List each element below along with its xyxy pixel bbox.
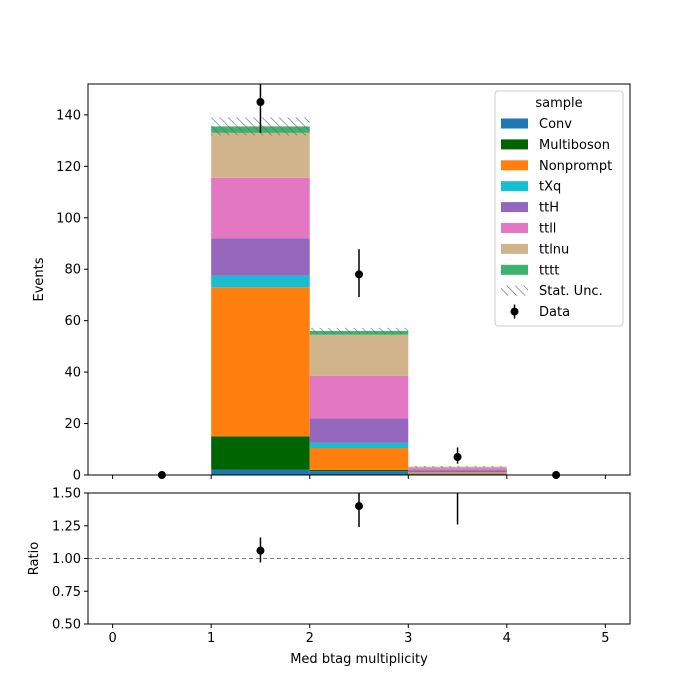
legend-swatch-tttt (501, 264, 528, 275)
ratio-points (256, 493, 459, 563)
ratio-y-tick-label-0: 0.50 (52, 618, 81, 633)
x-tick-label-0: 0 (108, 631, 116, 646)
main-x-ticks (112, 475, 606, 479)
legend-swatch-ttlnu (501, 243, 528, 254)
legend-title: sample (535, 96, 582, 111)
legend-label-txq: tXq (539, 180, 561, 195)
legend-label-multiboson: Multiboson (539, 138, 610, 153)
bar-tth-bin-1 (211, 238, 310, 276)
legend-label-conv: Conv (539, 117, 572, 132)
legend: sample Conv Multiboson Nonprompt tXq ttH ttll… (494, 90, 624, 327)
main-panel: 0 20 40 60 80 100 120 140 Events (32, 83, 631, 484)
legend-swatch-txq (501, 181, 528, 192)
legend-label-data: Data (539, 305, 570, 320)
main-y-tick-label-5: 100 (56, 211, 81, 226)
main-y-tick-label-4: 80 (64, 263, 81, 278)
bar-nonprompt-bin-3 (408, 472, 507, 474)
legend-label-tttt: tttt (539, 263, 559, 278)
ratio-y-tick-label-4: 1.50 (52, 487, 81, 502)
bar-conv-bin-2 (309, 471, 409, 475)
bar-conv-bin-1 (211, 469, 310, 475)
legend-swatch-ttll (501, 223, 528, 233)
bar-nonprompt-bin-2 (309, 447, 409, 470)
bar-ttlnu-bin-3 (408, 467, 507, 469)
legend-data-marker (510, 307, 519, 316)
main-y-tick-label-0: 0 (73, 469, 81, 484)
main-y-tick-label-6: 120 (56, 160, 81, 175)
main-y-tick-label-1: 20 (64, 417, 81, 432)
legend-swatch-tth (501, 202, 528, 213)
stat-unc-band-bin-2 (309, 327, 409, 335)
ratio-y-tick-label-3: 1.25 (52, 519, 81, 534)
stacked-bars (211, 126, 507, 475)
ratio-panel: 0.50 0.75 1.00 1.25 1.50 0 1 2 3 4 5 Ratio Med bt… (27, 487, 631, 667)
x-tick-label-3: 3 (404, 631, 412, 646)
bar-tth-bin-3 (408, 470, 507, 473)
main-y-axis: 0 20 40 60 80 100 120 140 (56, 108, 88, 484)
y-axis-label-events: Events (32, 257, 47, 301)
ratio-point-0 (256, 546, 265, 555)
bar-nonprompt-bin-1 (211, 287, 310, 437)
x-tick-label-1: 1 (207, 631, 215, 646)
ratio-y-axis: 0.50 0.75 1.00 1.25 1.50 (52, 487, 88, 633)
x-axis-label: Med btag multiplicity (290, 652, 428, 667)
legend-label-nonprompt: Nonprompt (539, 159, 612, 174)
ratio-point-1 (355, 502, 363, 511)
bar-ttlnu-bin-1 (211, 132, 310, 178)
bar-txq-bin-3 (408, 472, 507, 473)
data-point-2 (355, 270, 363, 279)
bar-txq-bin-1 (211, 275, 310, 288)
legend-swatch-conv (501, 118, 528, 129)
y-axis-label-ratio: Ratio (27, 542, 42, 575)
bar-tth-bin-2 (309, 418, 409, 443)
legend-label-tth: ttH (539, 201, 559, 216)
legend-swatch-multiboson (501, 139, 528, 150)
legend-swatch-stat-unc (501, 285, 528, 296)
main-plot-frame (87, 83, 631, 476)
main-y-tick-label-3: 60 (64, 314, 81, 329)
bar-ttll-bin-1 (211, 177, 310, 239)
legend-label-stat-unc: Stat. Unc. (539, 284, 603, 299)
legend-label-ttll: ttll (539, 222, 556, 237)
legend-label-ttlnu: ttlnu (539, 242, 569, 257)
x-tick-label-5: 5 (601, 631, 609, 646)
legend-swatch-nonprompt (501, 160, 528, 171)
bar-multiboson-bin-1 (211, 436, 310, 470)
bar-ttll-bin-2 (309, 375, 409, 419)
bar-txq-bin-2 (309, 442, 409, 448)
ratio-x-axis: 0 1 2 3 4 5 (108, 624, 610, 646)
main-y-tick-label-2: 40 (64, 366, 81, 381)
main-y-tick-label-7: 140 (56, 108, 81, 123)
bar-multiboson-bin-2 (309, 469, 409, 472)
x-tick-label-4: 4 (503, 631, 511, 646)
data-point-1 (256, 98, 265, 107)
data-points (157, 84, 561, 479)
bar-ttlnu-bin-2 (309, 334, 409, 376)
bar-ttll-bin-3 (408, 468, 507, 471)
stat-unc-band-bin-3 (408, 465, 507, 468)
ratio-y-tick-label-2: 1.00 (52, 552, 81, 567)
data-point-3 (453, 452, 462, 461)
x-tick-label-2: 2 (306, 631, 314, 646)
ratio-y-tick-label-1: 0.75 (52, 585, 81, 600)
